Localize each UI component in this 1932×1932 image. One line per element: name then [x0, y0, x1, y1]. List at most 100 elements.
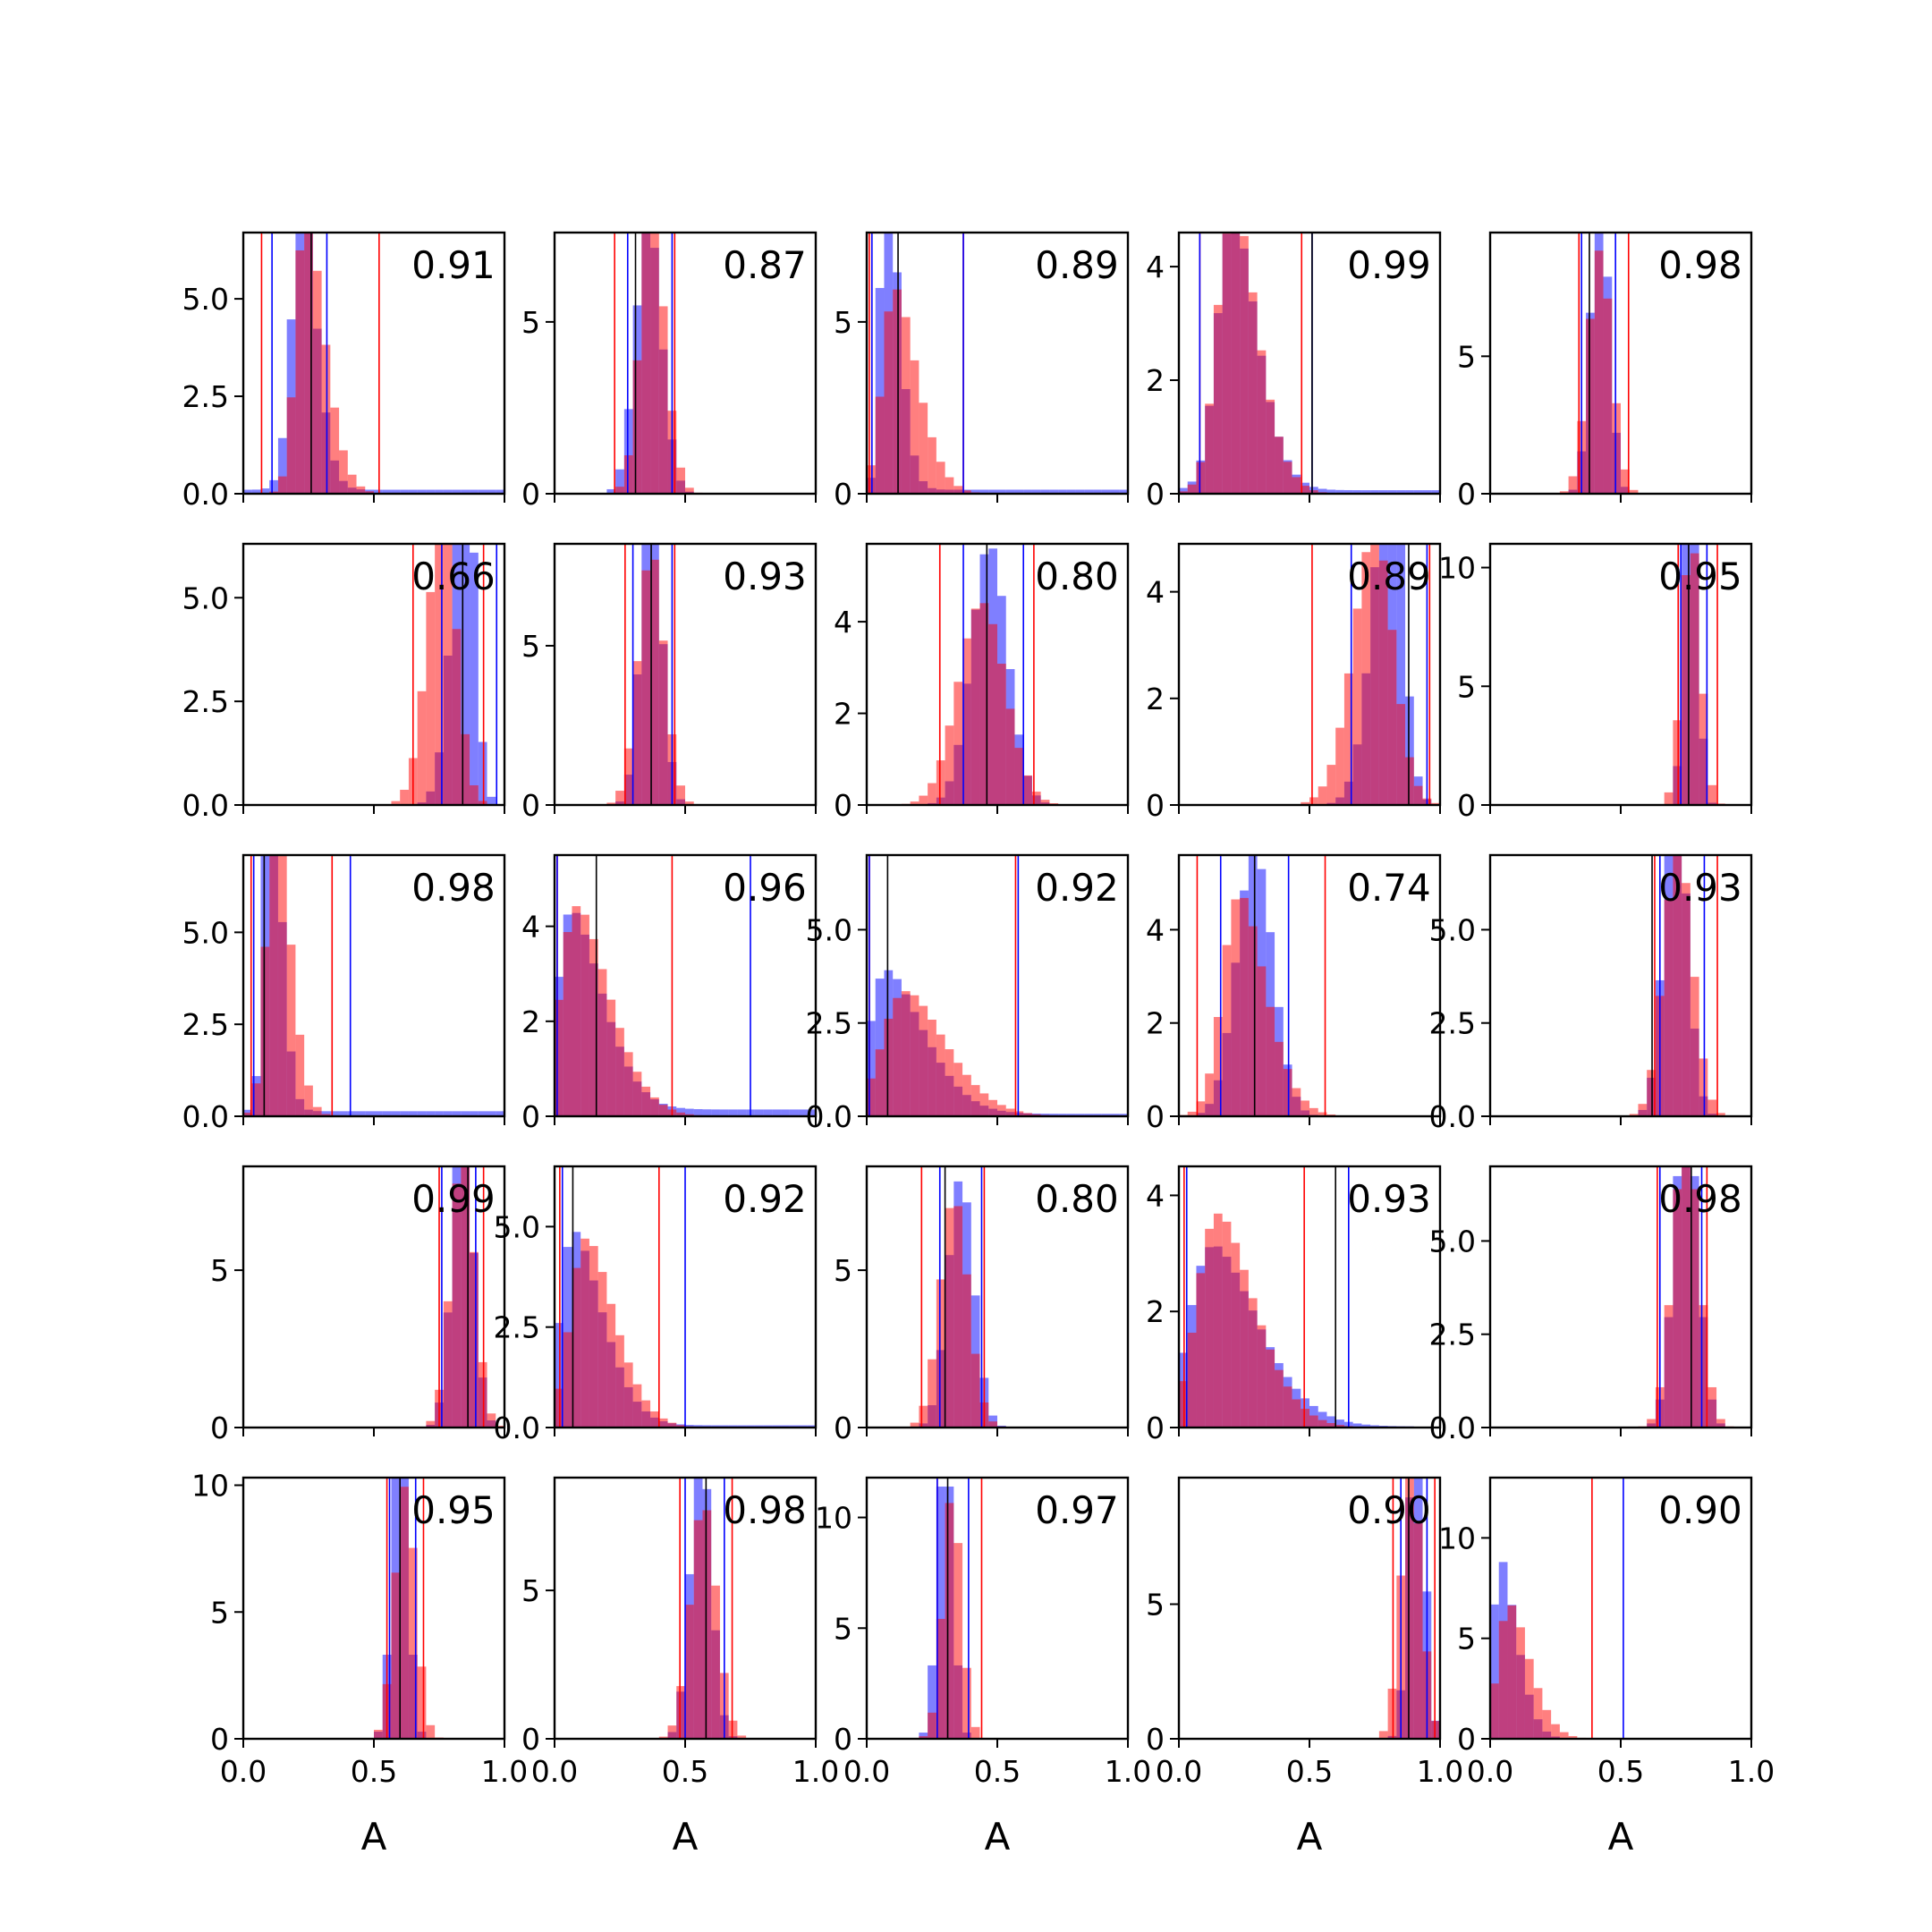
red-histogram-bar [1673, 1189, 1682, 1428]
y-tick-label: 0 [210, 1722, 229, 1757]
blue-histogram-bar [875, 287, 885, 494]
red-histogram-bar [312, 270, 322, 494]
red-histogram-bar [988, 623, 997, 805]
red-histogram-bar [650, 559, 659, 805]
blue-histogram-bar [1066, 489, 1076, 494]
red-histogram-bar [693, 1520, 703, 1739]
histogram-bars [1179, 855, 1336, 1116]
subplot-panel: 0.0 0.5 1.0 0 5 0.90 A [1146, 1476, 1463, 1859]
red-histogram-bar [1664, 1305, 1674, 1428]
y-tick-label: 10 [1438, 551, 1476, 586]
red-histogram-bar [1326, 1422, 1336, 1428]
red-histogram-bar [1413, 1523, 1423, 1739]
x-tick-label: 0.5 [1597, 1754, 1644, 1789]
red-histogram-bar [339, 450, 348, 494]
red-histogram-bar [1361, 552, 1371, 805]
red-histogram-bar [1413, 785, 1423, 805]
red-histogram-bar [1301, 801, 1309, 805]
red-histogram-bar [426, 1420, 436, 1428]
panel-score-label: 0.89 [1035, 243, 1119, 287]
red-histogram-bar [461, 1166, 470, 1428]
histogram-bars [1490, 1478, 1624, 1739]
y-tick-label: 5 [834, 305, 852, 340]
red-histogram-bar [1205, 1073, 1214, 1116]
blue-histogram-bar [1084, 1114, 1094, 1116]
red-histogram-bar [711, 1585, 720, 1739]
blue-histogram-bar [1361, 1424, 1371, 1428]
blue-histogram-bar [243, 489, 252, 494]
red-histogram-bar [1248, 1298, 1258, 1428]
red-histogram-bar [953, 682, 963, 805]
red-histogram-bar [970, 1726, 980, 1739]
blue-histogram-bar [365, 1111, 374, 1116]
red-histogram-bar [408, 1547, 418, 1739]
blue-histogram-bar [251, 489, 261, 494]
red-histogram-bar [589, 1246, 598, 1428]
red-histogram-bar [1301, 1100, 1309, 1116]
red-histogram-bar [400, 789, 409, 805]
red-histogram-bar [1023, 775, 1032, 805]
red-histogram-bar [1266, 1006, 1275, 1116]
x-axis-label: A [361, 1815, 387, 1859]
red-histogram-bar [962, 1667, 971, 1739]
red-histogram-bar [928, 1019, 936, 1116]
red-histogram-bar [1301, 1409, 1309, 1428]
blue-histogram-bar [772, 1425, 782, 1428]
red-histogram-bar [988, 1099, 997, 1116]
blue-histogram-bar [798, 1109, 808, 1116]
subplot-panel: 0.0 2.5 5.0 0.93 [1429, 853, 1753, 1134]
y-tick-label: 0 [521, 477, 540, 512]
blue-histogram-bar [452, 1111, 462, 1116]
red-histogram-bar [1292, 1088, 1301, 1116]
red-histogram-bar [400, 1487, 409, 1739]
x-axis-label: A [1297, 1815, 1323, 1859]
histogram-bars [1179, 233, 1440, 494]
y-tick-label: 5 [1146, 1587, 1165, 1622]
blue-histogram-bar [391, 489, 401, 494]
red-histogram-bar [1196, 1273, 1206, 1428]
red-histogram-bar [470, 1251, 479, 1428]
red-histogram-bar [1213, 1017, 1223, 1116]
red-histogram-bar [1309, 1415, 1318, 1428]
y-tick-label: 0 [834, 788, 852, 823]
panel-score-label: 0.99 [411, 1177, 496, 1221]
red-histogram-bar [1283, 1069, 1292, 1116]
blue-histogram-bar [988, 489, 997, 494]
red-histogram-bar [1283, 1386, 1292, 1428]
panel-score-label: 0.98 [723, 1488, 807, 1532]
red-histogram-bar [563, 932, 572, 1116]
red-histogram-bar [919, 795, 928, 805]
blue-histogram-bar [772, 1109, 782, 1116]
red-histogram-bar [286, 945, 296, 1116]
red-histogram-bar [1205, 1228, 1214, 1428]
red-histogram-bar [580, 1238, 589, 1428]
histogram-bars [365, 1478, 444, 1739]
red-histogram-bar [1023, 1113, 1032, 1116]
blue-histogram-bar [496, 489, 504, 494]
blue-histogram-bar [997, 489, 1006, 494]
histogram-bars [1629, 855, 1725, 1116]
x-axis-label: A [985, 1815, 1011, 1859]
blue-histogram-bar [330, 1111, 340, 1116]
y-tick-label: 5 [210, 1253, 229, 1288]
blue-histogram-bar [1396, 544, 1406, 805]
red-histogram-bar [623, 1052, 633, 1116]
red-histogram-bar [1621, 469, 1630, 494]
blue-histogram-bar [781, 1425, 790, 1428]
red-histogram-bar [269, 855, 278, 1116]
histogram-bars [243, 855, 504, 1116]
y-tick-label: 10 [1438, 1521, 1476, 1555]
red-histogram-bar [667, 1422, 677, 1428]
red-histogram-bar [1568, 476, 1578, 494]
x-tick-label: 0.0 [220, 1754, 267, 1789]
y-tick-label: 5.0 [1429, 1224, 1476, 1258]
red-histogram-bar [910, 995, 919, 1116]
red-histogram-bar [1699, 1305, 1708, 1428]
red-histogram-bar [1301, 486, 1309, 494]
blue-histogram-bar [781, 1109, 790, 1116]
blue-histogram-bar [979, 489, 989, 494]
red-histogram-bar [1196, 462, 1206, 494]
histogram-bars [867, 233, 1128, 494]
blue-histogram-bar [789, 1109, 799, 1116]
red-histogram-bar [884, 311, 894, 494]
